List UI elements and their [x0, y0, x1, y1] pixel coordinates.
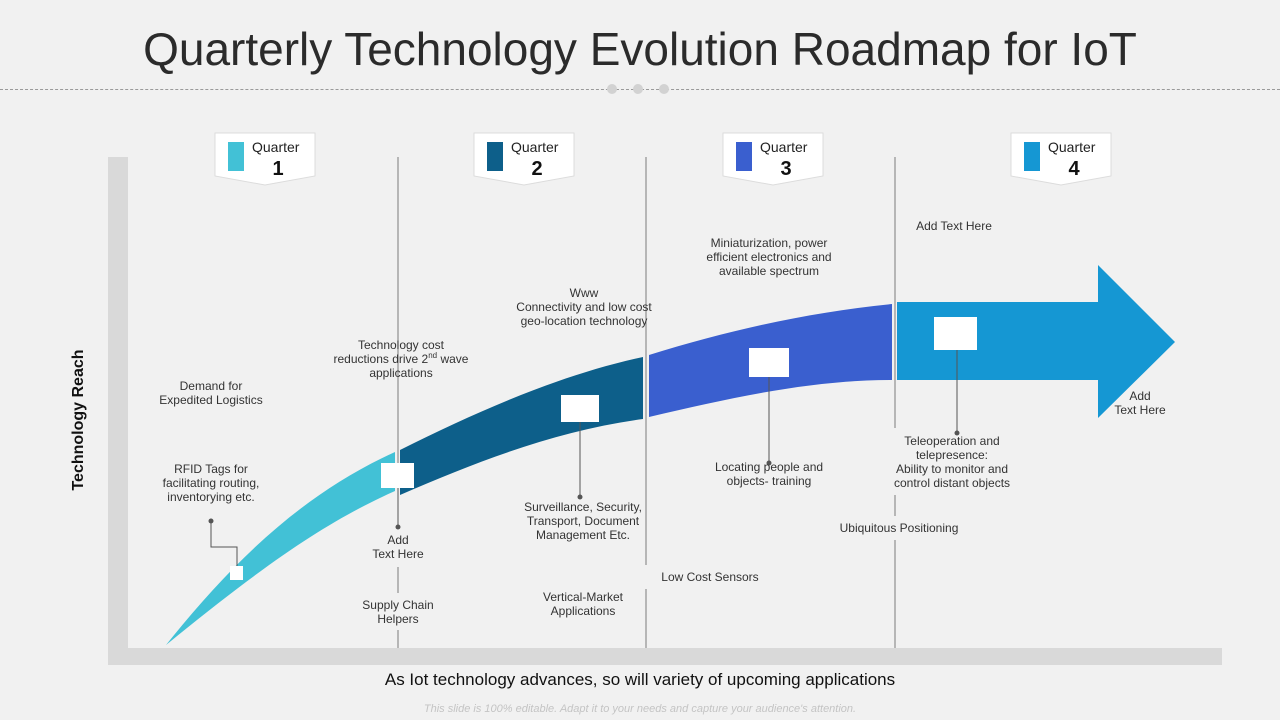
quarter-4-word: Quarter [1048, 139, 1096, 155]
marker-q1-q2-boundary [381, 463, 414, 488]
quarter-2-word: Quarter [511, 139, 559, 155]
label-teleoperation: Teleoperation and telepresence: Ability … [893, 434, 1011, 490]
label-tech-cost: Technology cost reductions drive 2nd wav… [318, 338, 484, 380]
marker-q1 [230, 566, 243, 580]
y-axis-bar [108, 157, 128, 665]
marker-q3 [749, 348, 789, 377]
label-locating-people: Locating people and objects- training [714, 460, 824, 488]
quarter-1-word: Quarter [252, 139, 300, 155]
band-q4-arrow [897, 265, 1175, 418]
quarter-1-number: 1 [272, 158, 284, 180]
connector-rfid [210, 521, 238, 570]
footer-note: This slide is 100% editable. Adapt it to… [423, 703, 857, 715]
label-low-cost-sensors: Low Cost Sensors [661, 570, 759, 584]
page-title: Quarterly Technology Evolution Roadmap f… [143, 23, 1137, 75]
connector-dot-teleoperation [954, 430, 960, 436]
label-ubiquitous: Ubiquitous Positioning [839, 521, 959, 535]
label-vertical-market: Vertical-Market Applications [542, 590, 624, 618]
quarter-1-swatch [228, 142, 244, 171]
marker-q2 [561, 395, 599, 422]
title-divider-dots [607, 84, 673, 96]
band-q2 [400, 357, 643, 495]
quarter-3-number: 3 [780, 158, 792, 180]
connector-dot-surveillance [577, 494, 583, 500]
quarter-2-swatch [487, 142, 503, 171]
label-rfid-tags: RFID Tags for facilitating routing, inve… [162, 462, 260, 504]
quarter-2-number: 2 [531, 158, 543, 180]
label-tech-cost-part2: wave applications [369, 352, 469, 380]
label-tech-cost-superscript: nd [428, 351, 438, 360]
label-miniaturization: Miniaturization, power efficient electro… [706, 236, 832, 278]
quarter-badge-3: Quarter 3 [722, 132, 824, 186]
connector-dot-q2-add-text [395, 524, 401, 530]
label-demand-logistics: Demand for Expedited Logistics [159, 379, 263, 407]
label-q2-add-text: Add Text Here [372, 533, 424, 561]
quarter-badge-2: Quarter 2 [473, 132, 575, 186]
band-q1 [166, 452, 395, 645]
label-q4-add-text: Add Text Here [916, 219, 992, 233]
label-supply-chain: Supply Chain Helpers [362, 598, 434, 626]
x-axis-bar [108, 648, 1222, 665]
quarter-3-word: Quarter [760, 139, 808, 155]
x-axis-label: As Iot technology advances, so will vari… [384, 670, 896, 689]
quarter-badge-4: Quarter 4 [1010, 132, 1112, 186]
connector-dot-locating [766, 460, 772, 466]
label-surveillance: Surveillance, Security, Transport, Docum… [524, 500, 642, 542]
label-www-connectivity: Www Connectivity and low cost geo-locati… [516, 286, 652, 328]
quarter-4-number: 4 [1068, 158, 1080, 180]
label-arrow-add-text: Add Text Here [1114, 389, 1166, 417]
quarter-badge-1: Quarter 1 [214, 132, 316, 186]
label-tech-cost-part1: Technology cost reductions drive 2 [333, 338, 445, 366]
quarter-3-swatch [736, 142, 752, 171]
connector-dot-rfid [208, 518, 214, 524]
quarter-4-swatch [1024, 142, 1040, 171]
marker-q4 [934, 317, 977, 350]
